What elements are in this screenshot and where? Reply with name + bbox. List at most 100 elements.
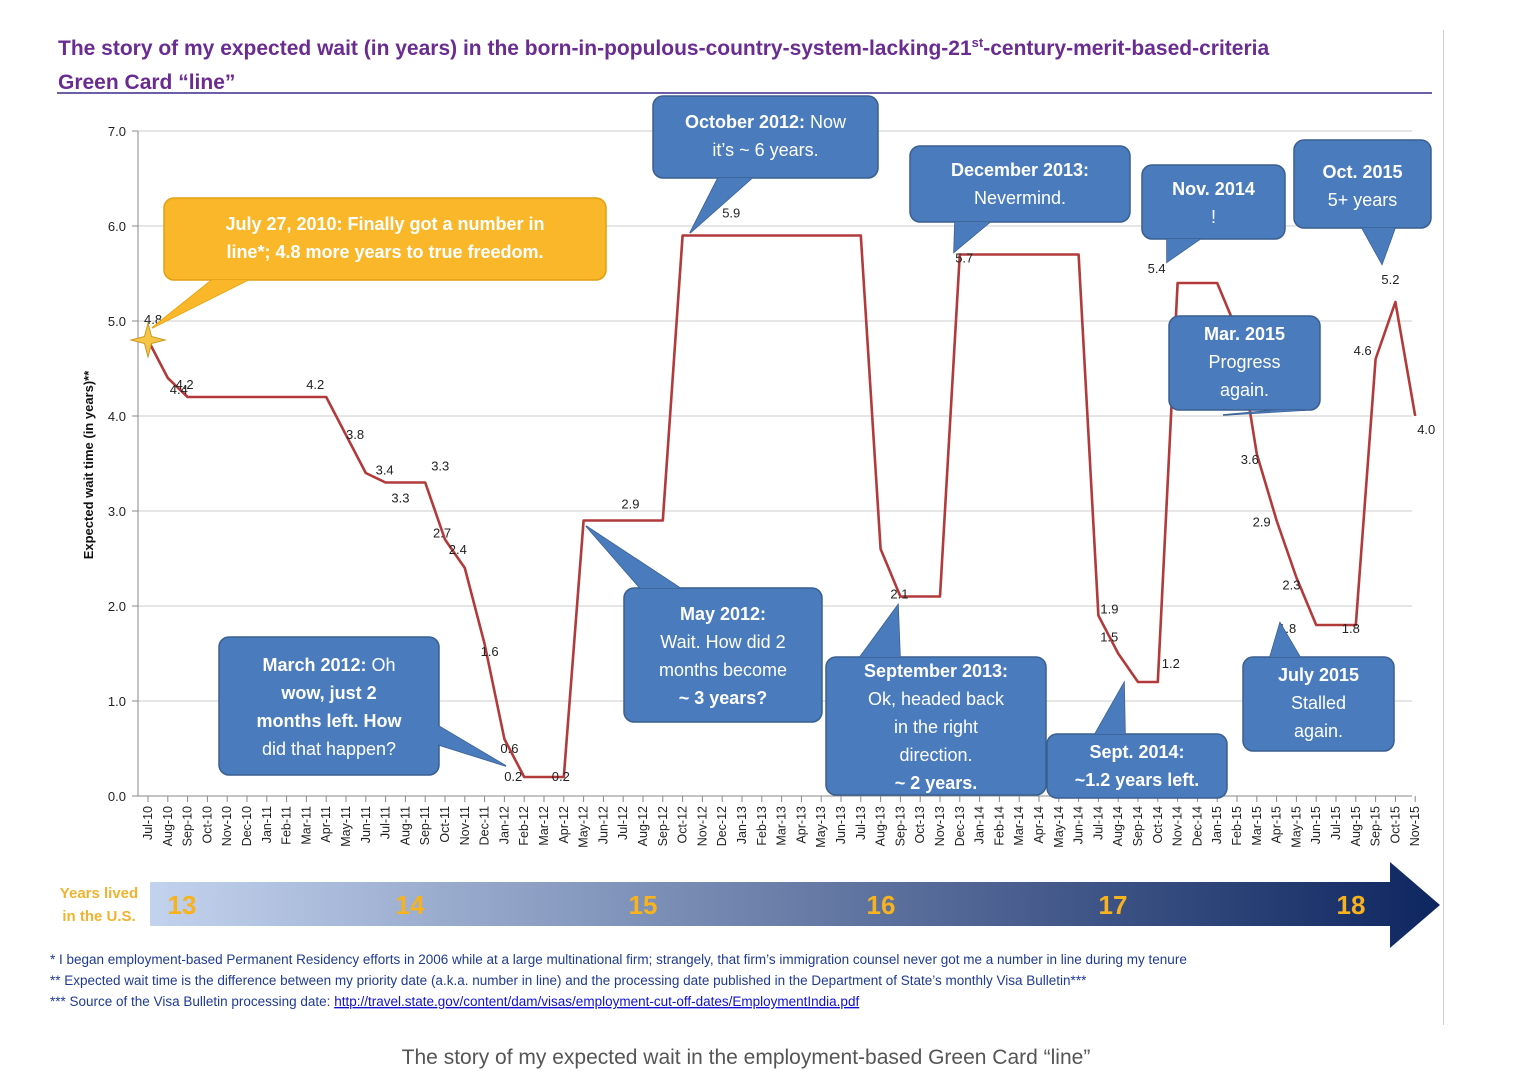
x-tick-label: Feb-11 <box>280 806 294 845</box>
callout-text-line: did that happen? <box>262 739 396 759</box>
callout-text-line: ~1.2 years left. <box>1075 770 1200 790</box>
callout-regular-part: Oh <box>367 655 396 675</box>
x-tick-label: May-13 <box>814 806 828 848</box>
callout-oct2012: October 2012: Now it’s ~ 6 years. <box>652 95 879 234</box>
callout-pointer-fill <box>420 715 506 766</box>
y-tick-label: 6.0 <box>108 219 126 234</box>
callout-mar2012: March 2012: Oh wow, just 2 months left. Ho… <box>218 636 507 776</box>
callout-pointer-fill <box>1223 410 1306 415</box>
x-tick-label: Feb-13 <box>755 806 769 846</box>
data-label: 3.8 <box>346 427 364 442</box>
x-tick-label: Sep-11 <box>418 806 432 845</box>
callout-text-line: again. <box>1294 721 1343 741</box>
visa-bulletin-link[interactable]: http://travel.state.gov/content/dam/visa… <box>334 994 859 1009</box>
x-tick-label: Aug-10 <box>161 806 175 846</box>
callout-text-line: Stalled <box>1291 693 1346 713</box>
callout-box <box>163 197 607 281</box>
x-tick-label: Jul-13 <box>854 806 868 840</box>
x-tick-label: Jul-10 <box>141 806 155 840</box>
x-tick-label: Dec-12 <box>715 806 729 846</box>
data-label: 0.2 <box>504 769 522 784</box>
data-label: 2.1 <box>890 587 908 602</box>
x-tick-label: Jun-14 <box>1072 806 1086 844</box>
years-lived-label-2: in the U.S. <box>62 908 135 925</box>
callout-text-line: October 2012: Now <box>685 112 847 132</box>
callout-pointer-fill <box>860 605 900 657</box>
callout-pointer-fill <box>1362 228 1395 264</box>
data-label: 2.7 <box>433 526 451 541</box>
callout-pointer-fill <box>690 178 752 233</box>
y-tick-label: 4.0 <box>108 409 126 424</box>
callout-text-line: Oct. 2015 <box>1322 162 1402 182</box>
data-label: 0.2 <box>552 769 570 784</box>
footnote-3: *** Source of the Visa Bulletin processi… <box>50 994 859 1009</box>
x-tick-label: Jan-14 <box>973 806 987 844</box>
x-tick-label: Aug-15 <box>1349 806 1363 846</box>
x-tick-label: Feb-14 <box>992 806 1006 846</box>
callout-text-line: 5+ years <box>1328 190 1398 210</box>
data-label: 1.9 <box>1100 602 1118 617</box>
callout-box <box>825 656 1047 796</box>
x-tick-label: Jul-11 <box>379 806 393 839</box>
callout-text-line: Nov. 2014 <box>1172 179 1255 199</box>
x-tick-label: Oct-13 <box>913 806 927 844</box>
callout-text-line: Sept. 2014: <box>1089 742 1184 762</box>
x-tick-label: Sep-14 <box>1131 806 1145 846</box>
callout-text-line: again. <box>1220 380 1269 400</box>
x-tick-label: Jan-12 <box>497 806 511 844</box>
years-lived-value: 18 <box>1337 890 1366 920</box>
callout-pointer-fill <box>586 526 680 588</box>
callout-pointer-fill <box>954 222 990 252</box>
x-tick-label: Apr-14 <box>1032 806 1046 844</box>
x-tick-label: Sep-15 <box>1369 806 1383 846</box>
callout-box <box>1046 733 1228 799</box>
years-lived-arrow <box>150 862 1440 948</box>
callout-text-line: wow, just 2 <box>280 683 376 703</box>
x-tick-label: Jul-15 <box>1329 806 1343 840</box>
callout-oct2015: Oct. 2015 5+ years <box>1293 139 1432 266</box>
callout-bold-part: March 2012: <box>262 655 366 675</box>
x-tick-label: Dec-11 <box>478 806 492 845</box>
x-tick-label: Mar-15 <box>1250 806 1264 846</box>
callout-box <box>218 636 440 776</box>
callout-text-line: line*; 4.8 more years to true freedom. <box>226 242 543 262</box>
footnote-3-prefix: *** Source of the Visa Bulletin processi… <box>50 994 334 1009</box>
years-lived-value: 13 <box>168 890 197 920</box>
callout-regular-part: Now <box>805 112 847 132</box>
y-tick-labels: 0.0 1.0 2.0 3.0 4.0 5.0 6.0 7.0 <box>108 124 126 804</box>
callout-text-line: Mar. 2015 <box>1204 324 1285 344</box>
data-label: 4.2 <box>176 377 194 392</box>
callout-text-line: months become <box>659 660 787 680</box>
data-label: 5.4 <box>1148 261 1166 276</box>
data-label: 3.6 <box>1241 452 1259 467</box>
years-lived-value: 17 <box>1099 890 1128 920</box>
callout-text-line: it’s ~ 6 years. <box>712 140 818 160</box>
callout-text-line: direction. <box>899 745 972 765</box>
data-label: 2.9 <box>1253 515 1271 530</box>
callout-box <box>1293 139 1432 229</box>
callout-text-line: ~ 3 years? <box>679 688 768 708</box>
callout-jul2015: July 2015 Stalled again. <box>1242 621 1395 752</box>
x-tick-labels: Jul-10 Aug-10 Sep-10 Oct-10 Nov-10 Dec-10 Jan-… <box>141 806 1422 848</box>
x-tick-label: Nov-14 <box>1171 806 1185 846</box>
callout-box <box>909 145 1131 223</box>
callout-pointer-fill <box>152 280 248 328</box>
callout-text-line: May 2012: <box>680 604 766 624</box>
start-star-icon <box>129 321 167 359</box>
x-tick-label: Oct-15 <box>1388 806 1402 844</box>
x-tick-label: Aug-12 <box>636 806 650 846</box>
figure-caption: The story of my expected wait in the emp… <box>401 1046 1091 1069</box>
callout-bold-part: October 2012: <box>685 112 805 132</box>
x-tick-label: Dec-14 <box>1190 806 1204 846</box>
x-tick-label: Sep-12 <box>656 806 670 846</box>
callout-jul2010: July 27, 2010: Finally got a number in li… <box>151 197 607 329</box>
x-tick-label: Aug-14 <box>1111 806 1125 846</box>
x-tick-label: Jan-15 <box>1210 806 1224 844</box>
x-tick-label: Mar-12 <box>537 806 551 846</box>
callout-text-line: December 2013: <box>951 160 1089 180</box>
data-label: 1.5 <box>1100 630 1118 645</box>
x-tick-label: Jun-11 <box>359 806 373 843</box>
data-label: 3.3 <box>391 491 409 506</box>
callout-text-line: Wait. How did 2 <box>660 632 785 652</box>
years-lived-value: 16 <box>867 890 896 920</box>
